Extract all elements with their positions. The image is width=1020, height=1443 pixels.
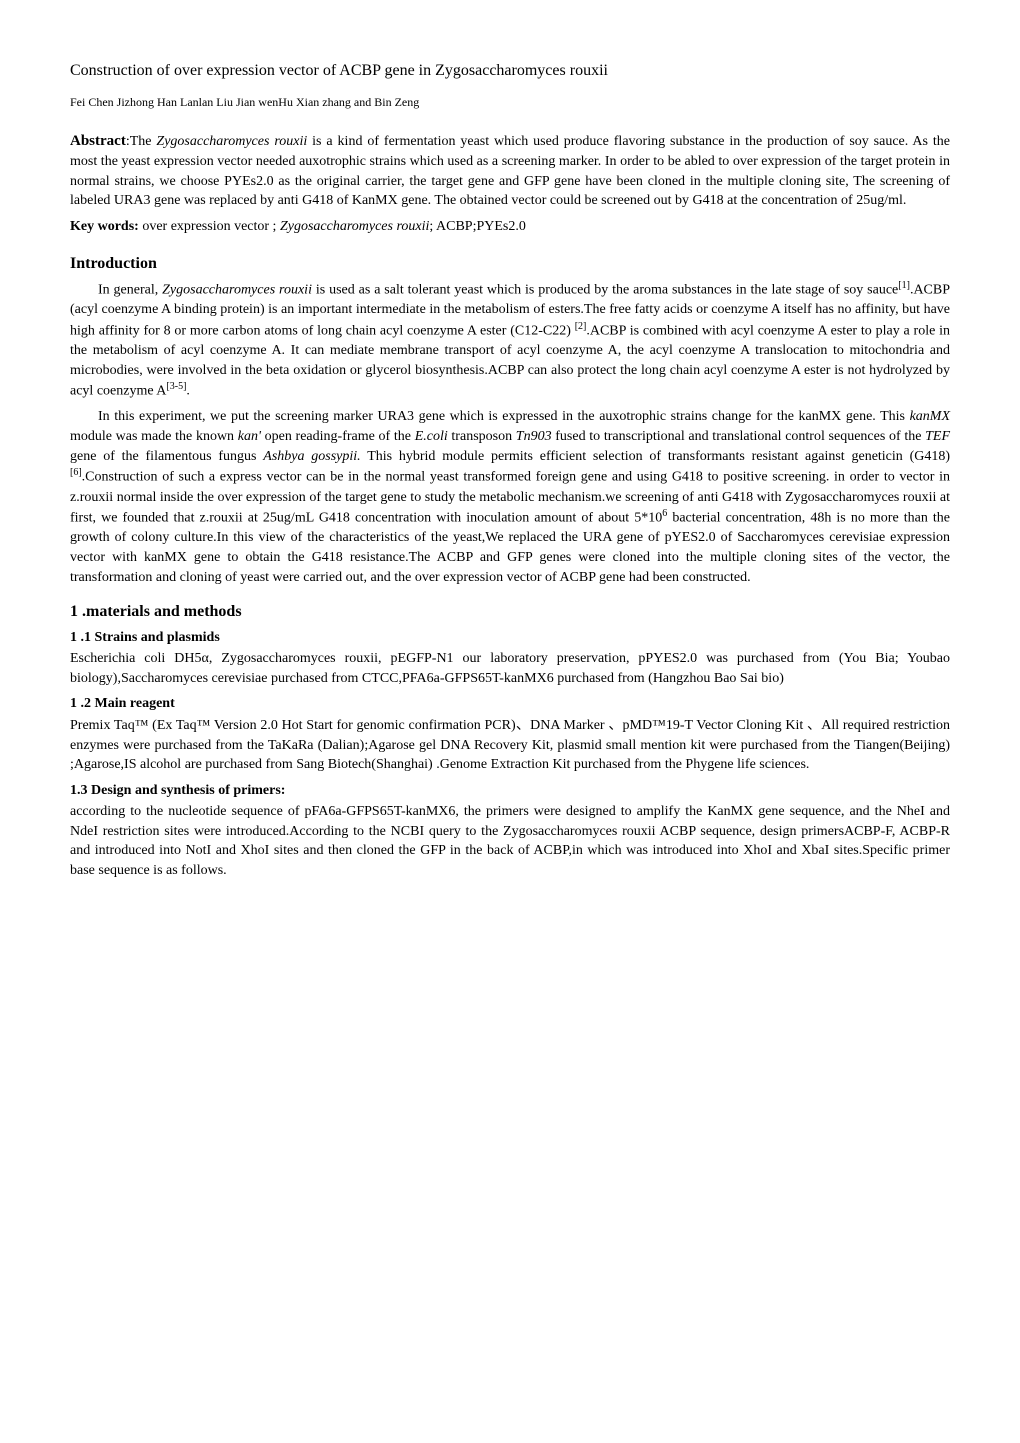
introduction-paragraph-2: In this experiment, we put the screening…: [70, 407, 950, 587]
intro-p1-a: In general,: [98, 283, 162, 298]
intro-p2-g: This hybrid module permits efficient sel…: [361, 449, 950, 464]
intro-p1-b: is used as a salt tolerant yeast which i…: [312, 283, 898, 298]
abstract-label: Abstract: [70, 133, 126, 149]
primers-body: according to the nucleotide sequence of …: [70, 802, 950, 880]
intro-p2-i6: Ashbya gossypii.: [263, 449, 360, 464]
citation-1: [1]: [898, 280, 910, 291]
intro-p2-i2: kan': [238, 429, 261, 444]
introduction-paragraph-1: In general, Zygosaccharomyces rouxii is …: [70, 279, 950, 402]
intro-p2-c: open reading-frame of the: [261, 429, 415, 444]
keywords-block: Key words: over expression vector ; Zygo…: [70, 217, 950, 237]
intro-p2-i5: TEF: [925, 429, 950, 444]
citation-6: [6]: [70, 467, 82, 478]
intro-p2-f: gene of the filamentous fungus: [70, 449, 263, 464]
keywords-label: Key words:: [70, 219, 139, 234]
subsection-reagent-heading: 1 .2 Main reagent: [70, 694, 950, 714]
intro-p2-a: In this experiment, we put the screening…: [98, 409, 910, 424]
authors-line: Fei Chen Jizhong Han Lanlan Liu Jian wen…: [70, 94, 950, 111]
intro-p2-i4: Tn903: [516, 429, 552, 444]
abstract-block: Abstract:The Zygosaccharomyces rouxii is…: [70, 131, 950, 211]
keywords-post: ; ACBP;PYEs2.0: [429, 219, 525, 234]
subsection-primers-heading: 1.3 Design and synthesis of primers:: [70, 781, 950, 801]
citation-3-5: [3-5]: [166, 381, 186, 392]
strains-body: Escherichia coli DH5α, Zygosaccharomyces…: [70, 649, 950, 688]
intro-p1-species: Zygosaccharomyces rouxii: [162, 283, 312, 298]
intro-p2-i3: E.coli: [415, 429, 448, 444]
intro-p2-d: transposon: [448, 429, 516, 444]
primers-heading-text: 1.3 Design and synthesis of primers: [70, 783, 281, 798]
keywords-pre: over expression vector ;: [139, 219, 280, 234]
intro-p1-e: .: [186, 384, 190, 399]
keywords-species: Zygosaccharomyces rouxii: [280, 219, 429, 234]
subsection-strains-heading: 1 .1 Strains and plasmids: [70, 628, 950, 648]
intro-p2-e: fused to transcriptional and translation…: [552, 429, 926, 444]
intro-p2-b: module was made the known: [70, 429, 238, 444]
paper-title: Construction of over expression vector o…: [70, 60, 950, 82]
abstract-prefix: :The: [126, 134, 157, 149]
primers-heading-colon: :: [281, 783, 286, 798]
intro-p2-i1: kanMX: [910, 409, 950, 424]
citation-2: [2]: [575, 321, 587, 332]
abstract-species: Zygosaccharomyces rouxii: [156, 134, 307, 149]
section-introduction-heading: Introduction: [70, 253, 950, 275]
section-methods-heading: 1 .materials and methods: [70, 601, 950, 623]
reagent-body: Premix Taq™ (Ex Taq™ Version 2.0 Hot Sta…: [70, 716, 950, 775]
